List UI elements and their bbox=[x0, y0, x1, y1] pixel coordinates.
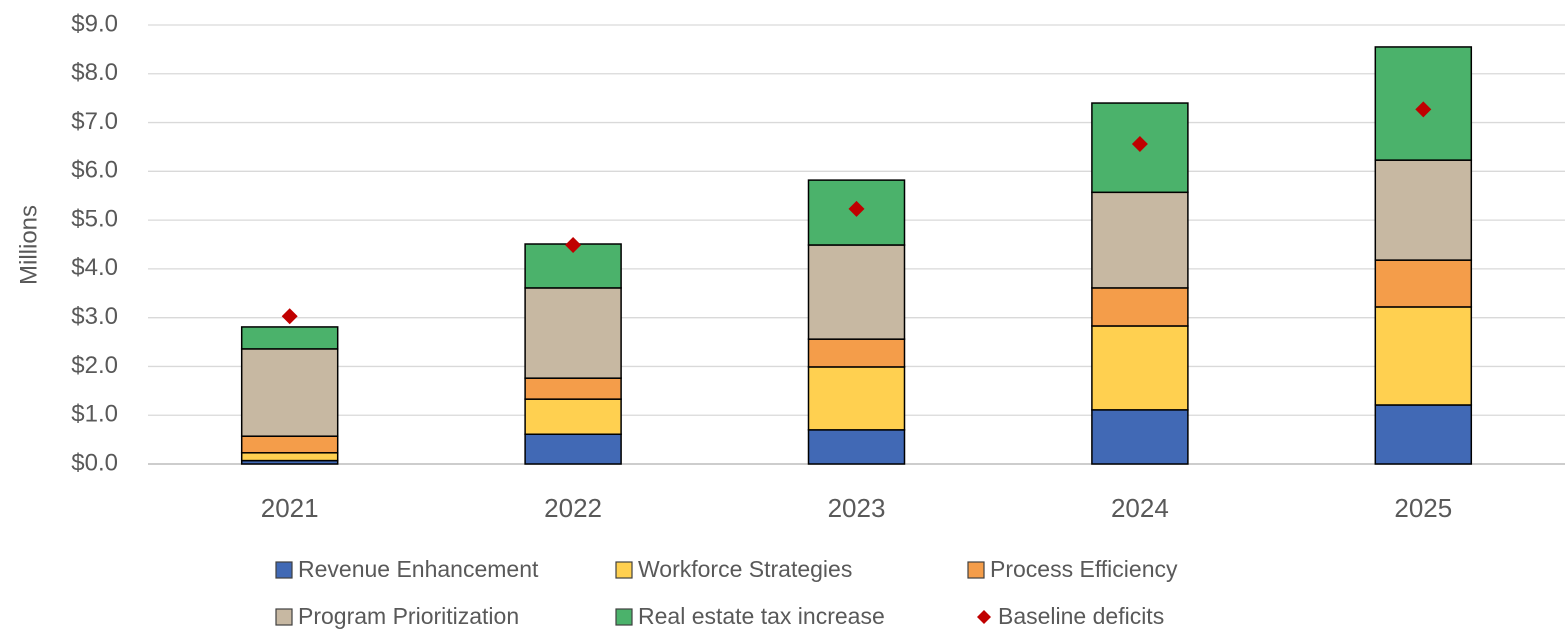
y-tick-label: $0.0 bbox=[71, 449, 118, 476]
bar-segment bbox=[1091, 287, 1189, 327]
x-tick-label: 2022 bbox=[544, 493, 602, 523]
bar-segment bbox=[524, 433, 622, 465]
marker bbox=[1415, 101, 1432, 118]
bar-segment bbox=[807, 366, 906, 431]
y-axis-label: Millions bbox=[15, 205, 42, 285]
bar-segment bbox=[524, 287, 622, 379]
legend-label: Real estate tax increase bbox=[638, 603, 885, 629]
bar-segment bbox=[524, 398, 622, 435]
bar-segment bbox=[240, 326, 339, 350]
legend-swatch bbox=[977, 610, 991, 624]
bar-segment bbox=[1374, 404, 1473, 465]
y-tick-label: $8.0 bbox=[71, 59, 118, 86]
legend-label: Process Efficiency bbox=[990, 556, 1178, 582]
legend-label: Workforce Strategies bbox=[638, 556, 852, 582]
y-tick-label: $7.0 bbox=[71, 108, 118, 135]
y-tick-label: $3.0 bbox=[71, 303, 118, 330]
y-tick-label: $6.0 bbox=[71, 157, 118, 184]
x-tick-label: 2024 bbox=[1111, 493, 1169, 523]
legend-swatch bbox=[275, 608, 293, 626]
y-tick-label: $5.0 bbox=[71, 205, 118, 232]
bar-segment bbox=[240, 452, 339, 462]
bar-segment bbox=[240, 435, 339, 454]
bar-segment bbox=[807, 429, 906, 465]
legend-label: Program Prioritization bbox=[298, 603, 519, 629]
bar-segment bbox=[1091, 409, 1189, 465]
x-tick-label: 2023 bbox=[828, 493, 886, 523]
bar-segment bbox=[1091, 191, 1189, 289]
legend-label: Baseline deficits bbox=[998, 603, 1164, 629]
marker bbox=[281, 308, 298, 325]
x-tick-label: 2021 bbox=[261, 493, 319, 523]
y-tick-label: $9.0 bbox=[71, 10, 118, 37]
bar-segment bbox=[524, 377, 622, 400]
marker bbox=[565, 236, 582, 253]
bar-segment bbox=[807, 338, 906, 368]
marker bbox=[848, 200, 865, 217]
y-tick-label: $4.0 bbox=[71, 254, 118, 281]
bar-segment bbox=[1091, 325, 1189, 411]
legend-swatch bbox=[275, 561, 293, 579]
bar-segment bbox=[1374, 259, 1473, 308]
legend-swatch bbox=[615, 561, 633, 579]
marker bbox=[1131, 136, 1148, 153]
y-tick-label: $2.0 bbox=[71, 352, 118, 379]
bar-segment bbox=[1374, 159, 1473, 261]
legend-swatch bbox=[615, 608, 633, 626]
x-tick-label: 2025 bbox=[1394, 493, 1452, 523]
bar-segment bbox=[1374, 306, 1473, 406]
bar-segment bbox=[240, 348, 339, 437]
y-tick-label: $1.0 bbox=[71, 401, 118, 428]
legend-label: Revenue Enhancement bbox=[298, 556, 539, 582]
legend-swatch bbox=[967, 561, 985, 579]
bar-segment bbox=[807, 244, 906, 340]
